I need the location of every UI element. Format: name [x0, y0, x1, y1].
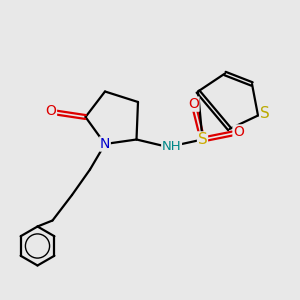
Text: S: S [260, 106, 269, 122]
Text: O: O [46, 104, 56, 118]
Text: O: O [188, 97, 199, 111]
Text: N: N [100, 137, 110, 151]
Text: S: S [198, 132, 207, 147]
Text: O: O [233, 125, 244, 139]
Text: NH: NH [162, 140, 182, 154]
